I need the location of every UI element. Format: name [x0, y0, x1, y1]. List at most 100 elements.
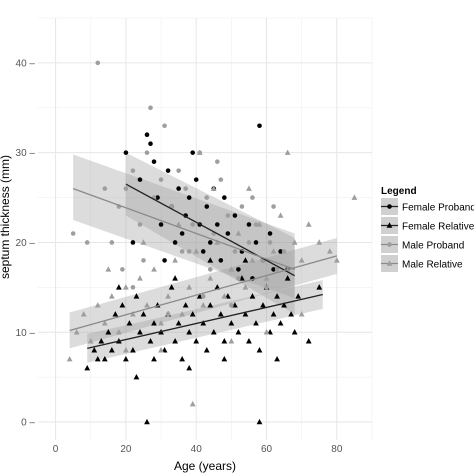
data-point: [326, 248, 333, 254]
legend-label: Female Relative: [402, 222, 474, 233]
x-tick-label: 0: [53, 444, 59, 455]
data-point: [148, 141, 153, 147]
data-point: [147, 338, 154, 344]
data-point: [246, 240, 252, 245]
data-point: [256, 347, 263, 353]
data-point: [162, 258, 167, 263]
data-point: [210, 185, 217, 191]
data-point: [123, 150, 129, 155]
data-point: [274, 355, 280, 362]
data-point: [207, 240, 213, 245]
data-point: [165, 293, 171, 299]
data-point: [291, 329, 298, 335]
data-point: [123, 284, 129, 290]
data-point: [186, 249, 192, 254]
fit-line: [125, 183, 295, 277]
y-axis-title: septum thickness (mm): [0, 155, 12, 279]
data-point: [137, 222, 143, 227]
data-point: [179, 355, 186, 362]
data-point: [215, 222, 220, 227]
data-point: [236, 276, 241, 281]
data-point: [190, 222, 195, 227]
fit-line: [72, 187, 295, 271]
data-point: [235, 329, 242, 335]
data-point: [222, 195, 227, 200]
data-point: [274, 293, 280, 299]
data-point: [186, 364, 193, 371]
data-point: [172, 275, 178, 281]
data-point: [256, 221, 263, 227]
data-point: [207, 257, 214, 263]
data-point: [108, 293, 115, 299]
legend: Legend Female Proband Female Relative Male…: [381, 186, 474, 272]
data-point: [278, 249, 283, 254]
data-point: [204, 204, 210, 209]
data-point: [140, 311, 147, 317]
data-point: [109, 240, 115, 245]
minor-gridlines: [38, 17, 373, 440]
data-point: [267, 240, 273, 245]
plot-panel: [38, 18, 372, 440]
data-point: [84, 240, 90, 245]
data-point: [172, 240, 178, 245]
data-point: [271, 267, 276, 272]
data-point: [253, 240, 259, 245]
data-point: [351, 194, 358, 200]
data-point: [120, 267, 125, 272]
data-point: [158, 222, 164, 227]
axis-ticks: 0 20 40 60 80 0 – 10 – 20 – 30 – 40 –: [16, 58, 343, 455]
data-point: [130, 240, 136, 245]
data-point: [250, 195, 255, 200]
data-point: [182, 302, 189, 308]
data-point: [263, 329, 270, 335]
data-point: [179, 231, 185, 236]
data-point: [158, 320, 164, 326]
data-point: [148, 105, 153, 111]
data-point: [281, 302, 287, 308]
legend-key-marker: [386, 260, 393, 266]
legend-key-marker: [387, 242, 392, 247]
data-point: [260, 302, 266, 308]
data-point: [249, 293, 256, 299]
data-point: [176, 168, 181, 173]
data-point: [235, 230, 242, 236]
data-point: [186, 284, 193, 290]
data-point: [130, 311, 136, 317]
data-point: [112, 311, 119, 317]
data-point: [189, 400, 196, 407]
x-tick-label: 60: [261, 444, 273, 455]
data-point: [179, 311, 186, 317]
y-tick-label: 0 –: [21, 418, 35, 429]
data-point: [316, 284, 323, 290]
data-point: [288, 311, 295, 317]
data-point: [87, 338, 94, 344]
x-tick-label: 40: [191, 444, 203, 455]
data-point: [253, 222, 259, 227]
legend-label: Male Proband: [402, 241, 464, 252]
data-point: [267, 231, 273, 236]
data-point: [200, 249, 206, 254]
data-point: [101, 355, 108, 362]
data-point: [179, 249, 185, 254]
data-point: [263, 275, 270, 281]
data-point: [175, 320, 182, 326]
y-tick-label: 30 –: [16, 148, 36, 159]
data-point: [291, 239, 298, 245]
data-point: [228, 320, 235, 326]
data-point: [158, 347, 164, 353]
data-point: [73, 329, 80, 335]
data-point: [123, 186, 129, 191]
data-point: [186, 195, 192, 200]
data-point: [193, 177, 199, 182]
data-point: [130, 168, 136, 173]
data-point: [105, 329, 112, 335]
ci-ribbon: [125, 152, 295, 315]
x-axis-title: Age (years): [174, 459, 236, 473]
data-point: [242, 257, 249, 263]
y-tick-label: 40 –: [16, 58, 36, 69]
data-point: [215, 159, 220, 164]
data-point: [218, 258, 224, 263]
data-point: [316, 239, 323, 245]
data-point: [200, 302, 207, 308]
data-point: [115, 329, 122, 335]
